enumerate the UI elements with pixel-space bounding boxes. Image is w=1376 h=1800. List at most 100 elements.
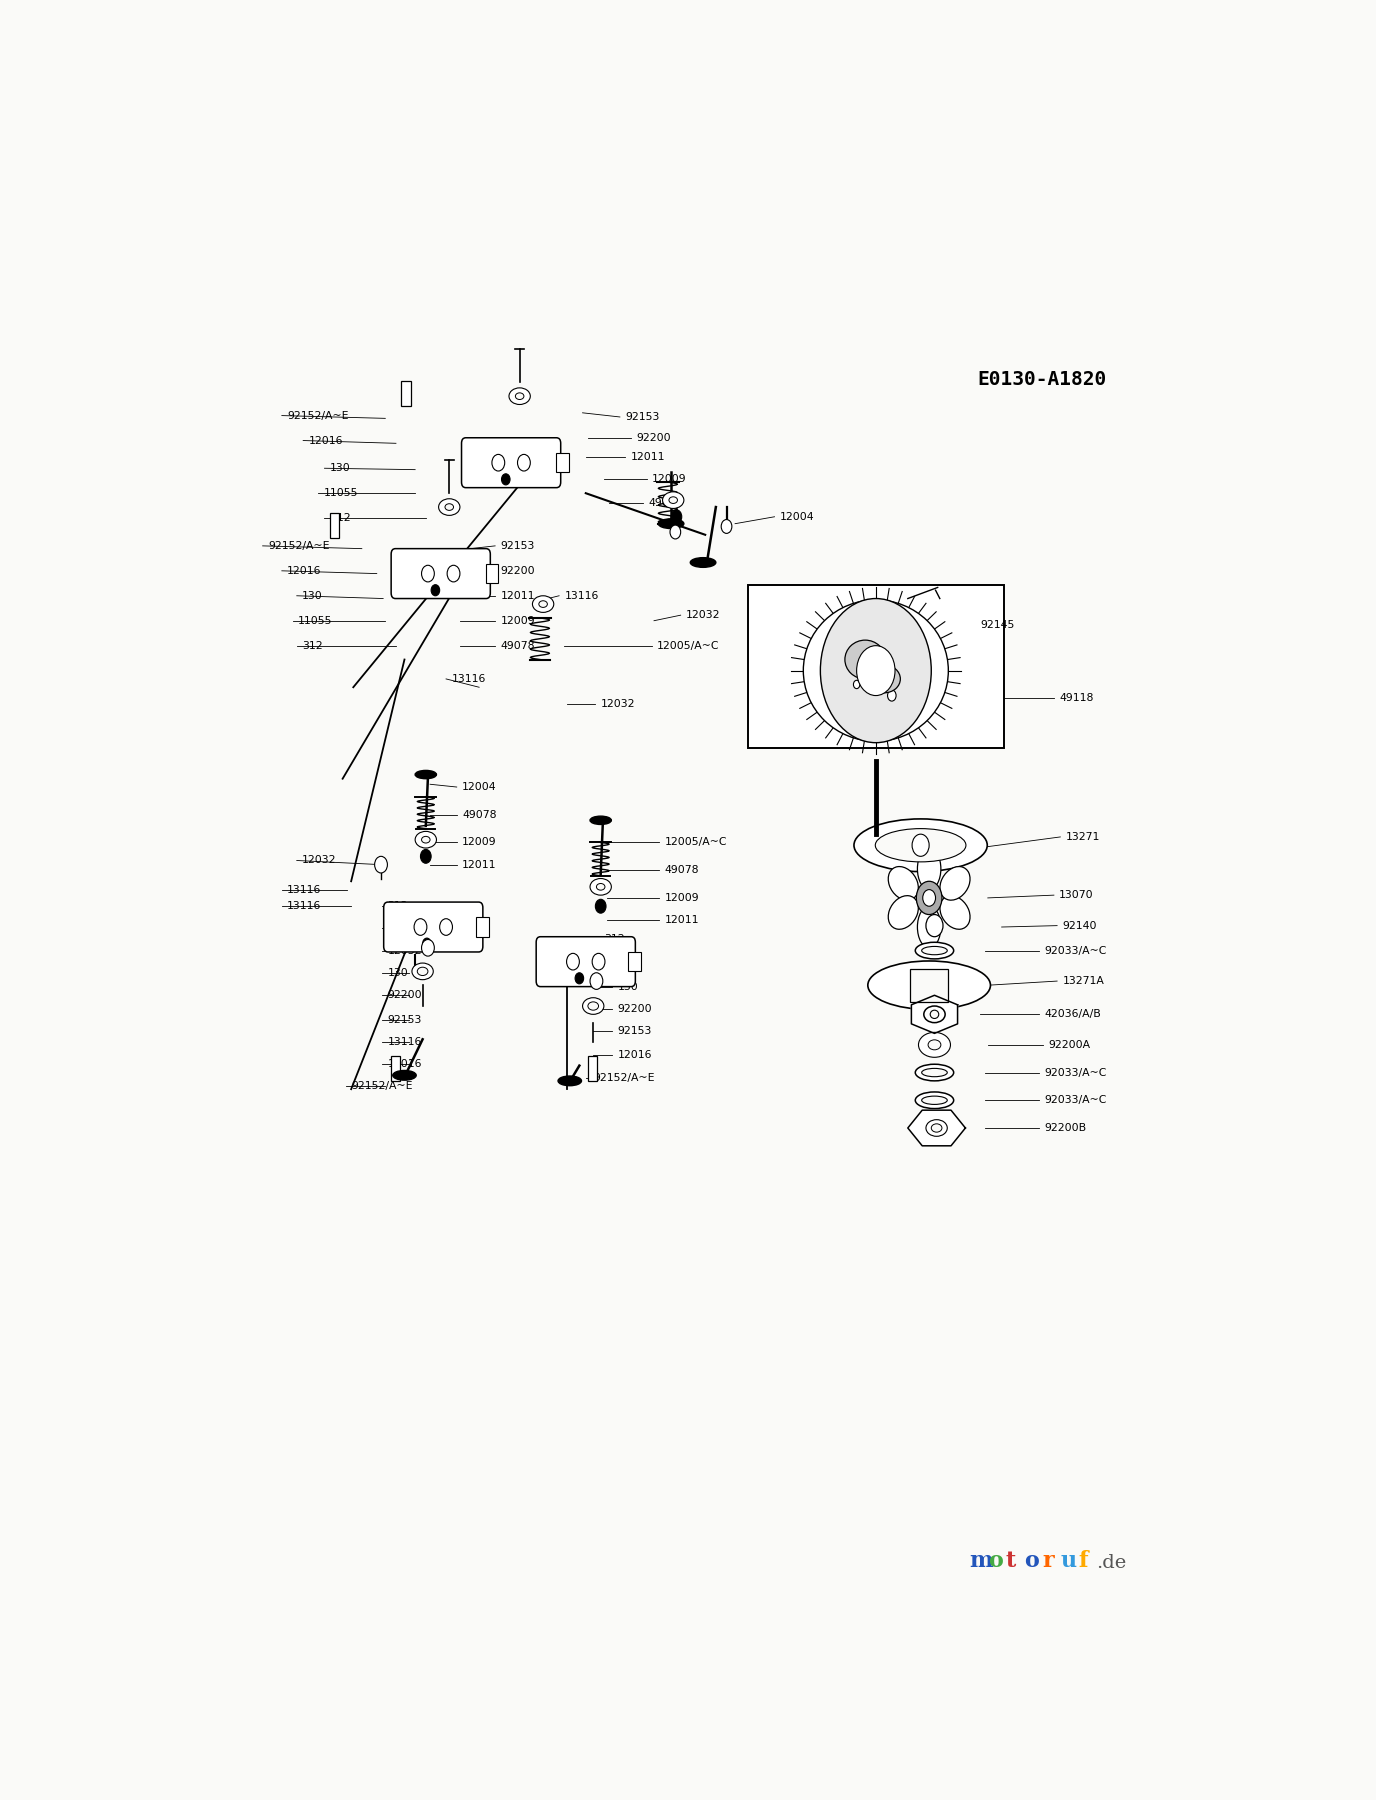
Circle shape [888, 689, 896, 702]
Ellipse shape [889, 896, 918, 929]
Circle shape [421, 940, 435, 956]
Ellipse shape [940, 866, 970, 900]
Circle shape [431, 585, 440, 596]
Ellipse shape [444, 504, 454, 511]
Circle shape [590, 972, 603, 990]
Text: 12032: 12032 [601, 698, 636, 709]
Text: 13116: 13116 [564, 590, 599, 601]
Ellipse shape [533, 596, 553, 612]
Bar [588, 1057, 597, 1080]
Text: 92033/A~C: 92033/A~C [1044, 1067, 1106, 1078]
Circle shape [926, 914, 943, 936]
Ellipse shape [922, 1069, 947, 1076]
Circle shape [422, 938, 431, 949]
Ellipse shape [590, 878, 611, 895]
Text: 92200: 92200 [618, 1004, 652, 1013]
Bar [629, 952, 641, 972]
Polygon shape [911, 995, 958, 1033]
Text: 12004: 12004 [780, 511, 815, 522]
Text: 12005/A~C: 12005/A~C [658, 641, 720, 650]
Text: 92153: 92153 [388, 1015, 422, 1024]
Text: 92153: 92153 [618, 1026, 652, 1037]
Text: 13116: 13116 [388, 1037, 422, 1048]
Text: 92200A: 92200A [1049, 1040, 1091, 1049]
Text: 12009: 12009 [652, 475, 687, 484]
Bar [330, 513, 340, 538]
Text: 312: 312 [388, 902, 409, 911]
Text: 49118: 49118 [1060, 693, 1094, 704]
Text: 12004: 12004 [462, 781, 497, 792]
Circle shape [421, 850, 431, 864]
Ellipse shape [918, 905, 941, 949]
Text: 12009: 12009 [501, 616, 535, 626]
Ellipse shape [926, 1120, 947, 1136]
Ellipse shape [922, 1096, 947, 1105]
Ellipse shape [915, 1093, 954, 1109]
FancyBboxPatch shape [391, 549, 490, 599]
Bar [486, 563, 498, 583]
Text: 92152/A~E: 92152/A~E [268, 540, 329, 551]
Text: 92033/A~C: 92033/A~C [1044, 1094, 1106, 1105]
Ellipse shape [417, 967, 428, 976]
Ellipse shape [691, 558, 716, 567]
Ellipse shape [922, 947, 947, 954]
Ellipse shape [889, 866, 918, 900]
Circle shape [853, 680, 860, 689]
Bar [910, 968, 948, 1003]
FancyBboxPatch shape [537, 936, 636, 986]
Ellipse shape [392, 1071, 416, 1080]
Ellipse shape [421, 837, 431, 842]
Text: o: o [1024, 1550, 1039, 1571]
Circle shape [493, 454, 505, 472]
Ellipse shape [932, 1123, 943, 1132]
Circle shape [912, 833, 929, 857]
Polygon shape [908, 1111, 966, 1147]
Text: 12032: 12032 [303, 855, 337, 866]
FancyBboxPatch shape [461, 437, 560, 488]
Text: 12011: 12011 [462, 860, 497, 869]
Text: 92200: 92200 [388, 990, 422, 1001]
Text: r: r [1042, 1550, 1054, 1571]
Ellipse shape [875, 828, 966, 862]
Text: 13116: 13116 [288, 902, 322, 911]
Text: 12009: 12009 [462, 837, 497, 848]
Text: 49078: 49078 [665, 866, 699, 875]
Text: 12016: 12016 [308, 436, 343, 446]
Ellipse shape [411, 963, 433, 979]
Text: 13116: 13116 [288, 884, 322, 895]
Circle shape [421, 565, 435, 581]
Ellipse shape [868, 961, 991, 1010]
Circle shape [670, 526, 681, 538]
Circle shape [517, 454, 530, 472]
Text: 92145: 92145 [980, 619, 1014, 630]
Text: 92200B: 92200B [1044, 1123, 1087, 1132]
Circle shape [820, 599, 932, 743]
Text: 13271A: 13271A [1062, 976, 1105, 986]
Ellipse shape [854, 819, 987, 871]
Circle shape [592, 954, 605, 970]
Text: 11055: 11055 [323, 488, 358, 499]
Bar [402, 382, 411, 405]
Text: 13271: 13271 [1065, 832, 1099, 842]
Text: E0130-A1820: E0130-A1820 [977, 371, 1106, 389]
Text: 130: 130 [388, 968, 409, 977]
Bar [556, 454, 568, 472]
Ellipse shape [915, 1064, 954, 1080]
Bar [391, 1057, 400, 1080]
Text: 92152/A~E: 92152/A~E [351, 1082, 413, 1091]
Ellipse shape [416, 770, 436, 779]
Text: m: m [970, 1550, 993, 1571]
Text: 130: 130 [303, 590, 323, 601]
Circle shape [501, 473, 510, 484]
Text: 49078: 49078 [462, 810, 497, 819]
Text: 92033/A~C: 92033/A~C [1044, 945, 1106, 956]
Ellipse shape [915, 941, 954, 959]
Text: 12016: 12016 [388, 1058, 422, 1069]
Text: 130: 130 [330, 463, 351, 473]
Text: 312: 312 [604, 934, 625, 945]
Text: 12005/A~C: 12005/A~C [665, 837, 727, 848]
Circle shape [440, 918, 453, 936]
Text: 92152/A~E: 92152/A~E [593, 1073, 655, 1084]
Ellipse shape [596, 884, 605, 891]
Text: 92200: 92200 [636, 432, 670, 443]
